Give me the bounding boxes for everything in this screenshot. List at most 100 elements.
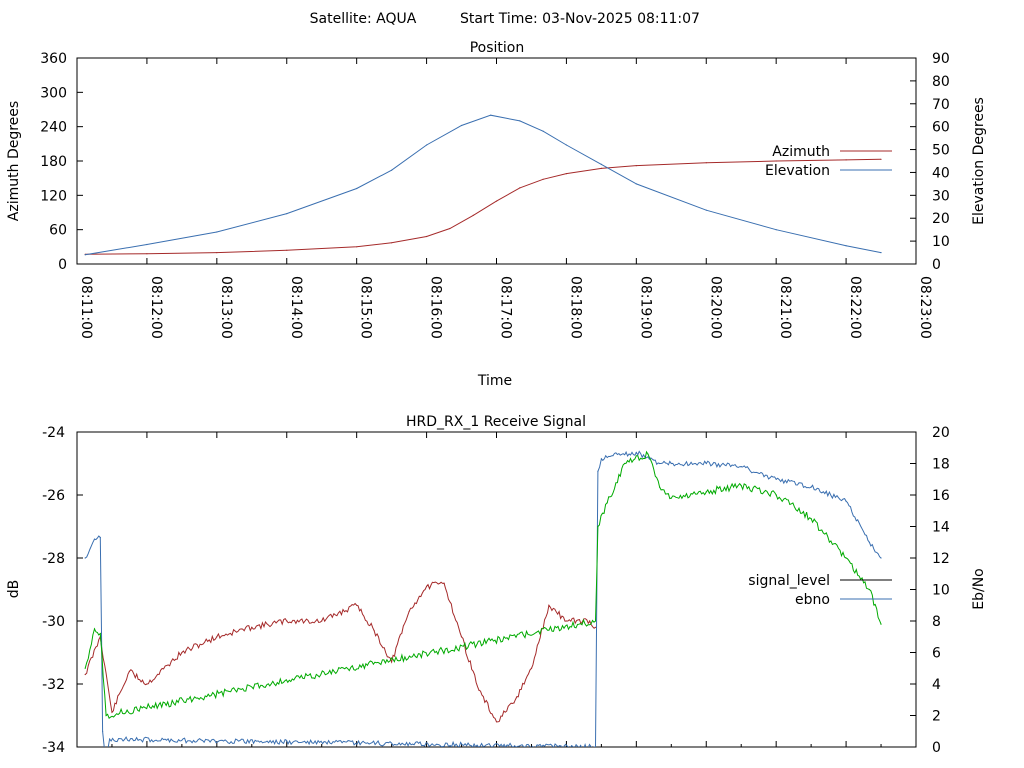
elevation-point (635, 183, 637, 185)
ebno-point (106, 762, 107, 763)
ebno-point (635, 451, 637, 454)
elevation-point (490, 114, 492, 116)
signal-level-point (460, 636, 463, 638)
elevation-point (426, 144, 428, 146)
y-tick-label: 360 (40, 51, 67, 67)
signal-level-point (495, 721, 498, 723)
elevation-point (146, 243, 148, 246)
y-tick-label: 240 (40, 120, 67, 136)
ebno-trace-point (705, 491, 707, 493)
y-tick-label: -24 (42, 425, 65, 441)
azimuth-point (449, 227, 451, 230)
satellite-label: Satellite: AQUA (310, 11, 417, 27)
y2-tick-label: 12 (932, 551, 950, 567)
signal-level-point (565, 620, 568, 622)
elevation-point (565, 144, 568, 146)
y-tick-label: 0 (58, 257, 67, 273)
azimuth-point (775, 160, 777, 162)
azimuth-point (495, 200, 498, 202)
azimuth-point (286, 249, 288, 251)
time-axis-label: Time (477, 373, 512, 389)
ebno-point (99, 536, 101, 539)
ebno-trace-point (647, 453, 649, 455)
y-tick-label: 180 (40, 154, 67, 170)
y-tick-label: 60 (49, 223, 67, 239)
y2-tick-label: 20 (932, 211, 950, 227)
signal-level-point (356, 604, 358, 606)
signal-level-point (530, 667, 533, 669)
y-tick-label: -30 (42, 614, 65, 630)
y2-tick-label: 50 (932, 143, 950, 159)
ebno-trace-point (597, 525, 599, 528)
ebno-point (109, 738, 111, 740)
signal-level-point (146, 683, 148, 685)
ebno-trace-line (84, 450, 882, 719)
azimuth-point (600, 167, 603, 169)
legend-label-signal-level: signal_level (748, 573, 830, 589)
y2-tick-label: 8 (932, 614, 941, 630)
ebno-point (93, 538, 96, 540)
signal-level-point (548, 604, 550, 606)
x-tick-label: 08:21:00 (777, 276, 793, 339)
y2-tick-label: 20 (932, 425, 950, 441)
azimuth-axis-label: Azimuth Degrees (6, 101, 22, 221)
y-tick-label: -32 (42, 677, 65, 693)
azimuth-point (146, 253, 148, 255)
elevation-axis-label: Elevation Degrees (971, 97, 987, 225)
signal-level-point (111, 711, 113, 713)
position-chart: Position Azimuth Degrees Elevation Degre… (6, 40, 987, 389)
signal-level-point (443, 582, 445, 584)
elevation-point (775, 229, 777, 231)
x-tick-label: 08:12:00 (148, 276, 164, 339)
signal-level-point (478, 689, 480, 691)
ebno-trace-point (670, 497, 672, 499)
y-tick-label: 300 (40, 85, 67, 101)
ebno-trace-point (624, 462, 626, 465)
y2-tick-label: 2 (932, 709, 941, 725)
signal-level-point (321, 620, 323, 622)
ebno-trace-point (105, 714, 107, 717)
ebno-point (597, 470, 599, 472)
ebno-point (775, 478, 777, 480)
azimuth-point (519, 187, 521, 189)
ebno-trace-point (810, 518, 812, 520)
x-tick-label: 08:16:00 (428, 276, 444, 339)
signal-level-point (181, 651, 183, 654)
azimuth-point (705, 162, 707, 164)
x-tick-label: 08:13:00 (218, 276, 234, 339)
ebno-axis-label: Eb/No (971, 568, 987, 610)
elevation-point (84, 254, 86, 256)
ebno-trace-point (740, 484, 742, 487)
elevation-point (286, 213, 288, 215)
y-tick-label: -34 (42, 740, 65, 756)
azimuth-point (356, 246, 358, 248)
signal-level-point (589, 620, 591, 622)
ebno-trace-point (84, 667, 86, 669)
y2-tick-label: 40 (932, 165, 950, 181)
y2-tick-label: 0 (932, 257, 941, 273)
x-tick-label: 08:17:00 (498, 276, 514, 339)
elevation-point (356, 187, 358, 190)
ebno-point (594, 746, 597, 747)
ebno-trace-point (868, 588, 871, 591)
azimuth-point (472, 214, 474, 216)
azimuth-point (426, 235, 428, 238)
ebno-point (740, 466, 742, 468)
y2-tick-label: 10 (932, 583, 950, 599)
signal-level-point (251, 626, 253, 628)
ebno-trace-point (606, 502, 608, 504)
y-tick-label: -26 (42, 488, 65, 504)
ebno-point (612, 455, 614, 457)
y-tick-label: 120 (40, 188, 67, 204)
signal-level-point (128, 670, 130, 673)
receive-signal-chart-title: HRD_RX_1 Receive Signal (406, 414, 586, 430)
x-tick-label: 08:15:00 (358, 276, 374, 339)
ebno-point (102, 730, 104, 732)
x-tick-label: 08:19:00 (637, 276, 653, 339)
y2-tick-label: 16 (932, 488, 950, 504)
ebno-trace-point (880, 623, 882, 625)
y2-tick-label: 0 (932, 740, 941, 756)
db-axis-label: dB (6, 580, 22, 599)
ebno-point (84, 557, 86, 559)
azimuth-point (880, 158, 882, 160)
